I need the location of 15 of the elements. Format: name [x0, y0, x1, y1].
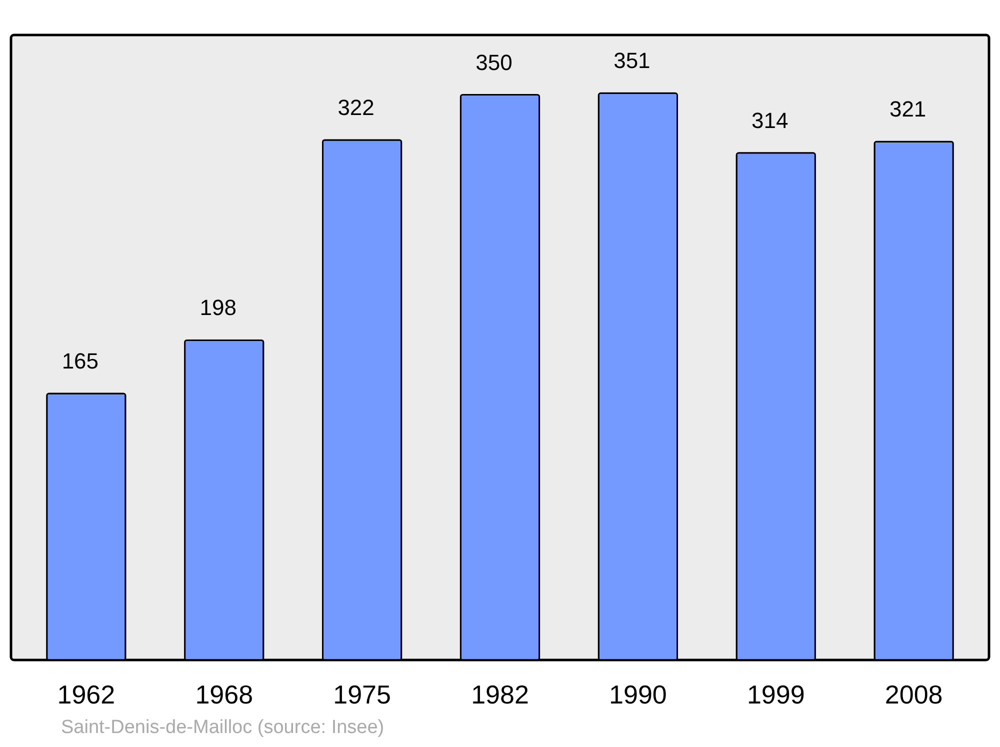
data-label: 321: [889, 96, 926, 122]
data-label: 322: [338, 94, 374, 120]
data-label: 350: [476, 50, 512, 75]
data-label: 314: [752, 108, 788, 133]
x-tick-label: 1975: [333, 680, 391, 710]
x-tick-label: 1982: [471, 680, 529, 710]
data-label: 198: [200, 295, 236, 320]
x-tick-label: 1990: [609, 680, 667, 710]
x-tick-label: 2008: [884, 680, 943, 710]
data-label: 351: [614, 48, 650, 74]
text: Saint-Denis-de-Mailloc (source: Insee): [61, 717, 384, 738]
data-label: 165: [62, 348, 99, 374]
x-tick-label: 1999: [746, 680, 805, 710]
x-tick-label: 1962: [57, 680, 116, 710]
x-tick-label: 1968: [195, 680, 254, 710]
